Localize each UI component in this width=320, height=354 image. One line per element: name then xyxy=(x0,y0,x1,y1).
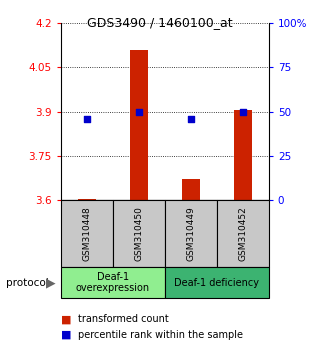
Point xyxy=(188,116,193,121)
Text: percentile rank within the sample: percentile rank within the sample xyxy=(78,330,244,339)
Text: GSM310449: GSM310449 xyxy=(186,206,195,261)
Bar xyxy=(165,200,217,267)
Text: ■: ■ xyxy=(61,314,71,324)
Bar xyxy=(130,50,148,200)
Text: Deaf-1
overexpression: Deaf-1 overexpression xyxy=(76,272,150,293)
Text: protocol: protocol xyxy=(6,278,49,288)
Bar xyxy=(234,110,252,200)
Bar xyxy=(182,179,200,200)
Text: GSM310450: GSM310450 xyxy=(134,206,143,261)
Bar xyxy=(113,200,165,267)
Bar xyxy=(217,200,269,267)
Text: Deaf-1 deficiency: Deaf-1 deficiency xyxy=(174,278,259,288)
Text: GSM310448: GSM310448 xyxy=(82,206,91,261)
Point xyxy=(84,116,89,121)
Text: GSM310452: GSM310452 xyxy=(238,206,247,261)
Point xyxy=(136,109,141,114)
Text: ▶: ▶ xyxy=(46,277,55,290)
Bar xyxy=(61,200,113,267)
Bar xyxy=(78,199,96,200)
Text: GDS3490 / 1460100_at: GDS3490 / 1460100_at xyxy=(87,16,233,29)
Bar xyxy=(61,267,165,298)
Text: transformed count: transformed count xyxy=(78,314,169,324)
Point xyxy=(240,109,245,114)
Bar xyxy=(165,267,269,298)
Text: ■: ■ xyxy=(61,330,71,339)
